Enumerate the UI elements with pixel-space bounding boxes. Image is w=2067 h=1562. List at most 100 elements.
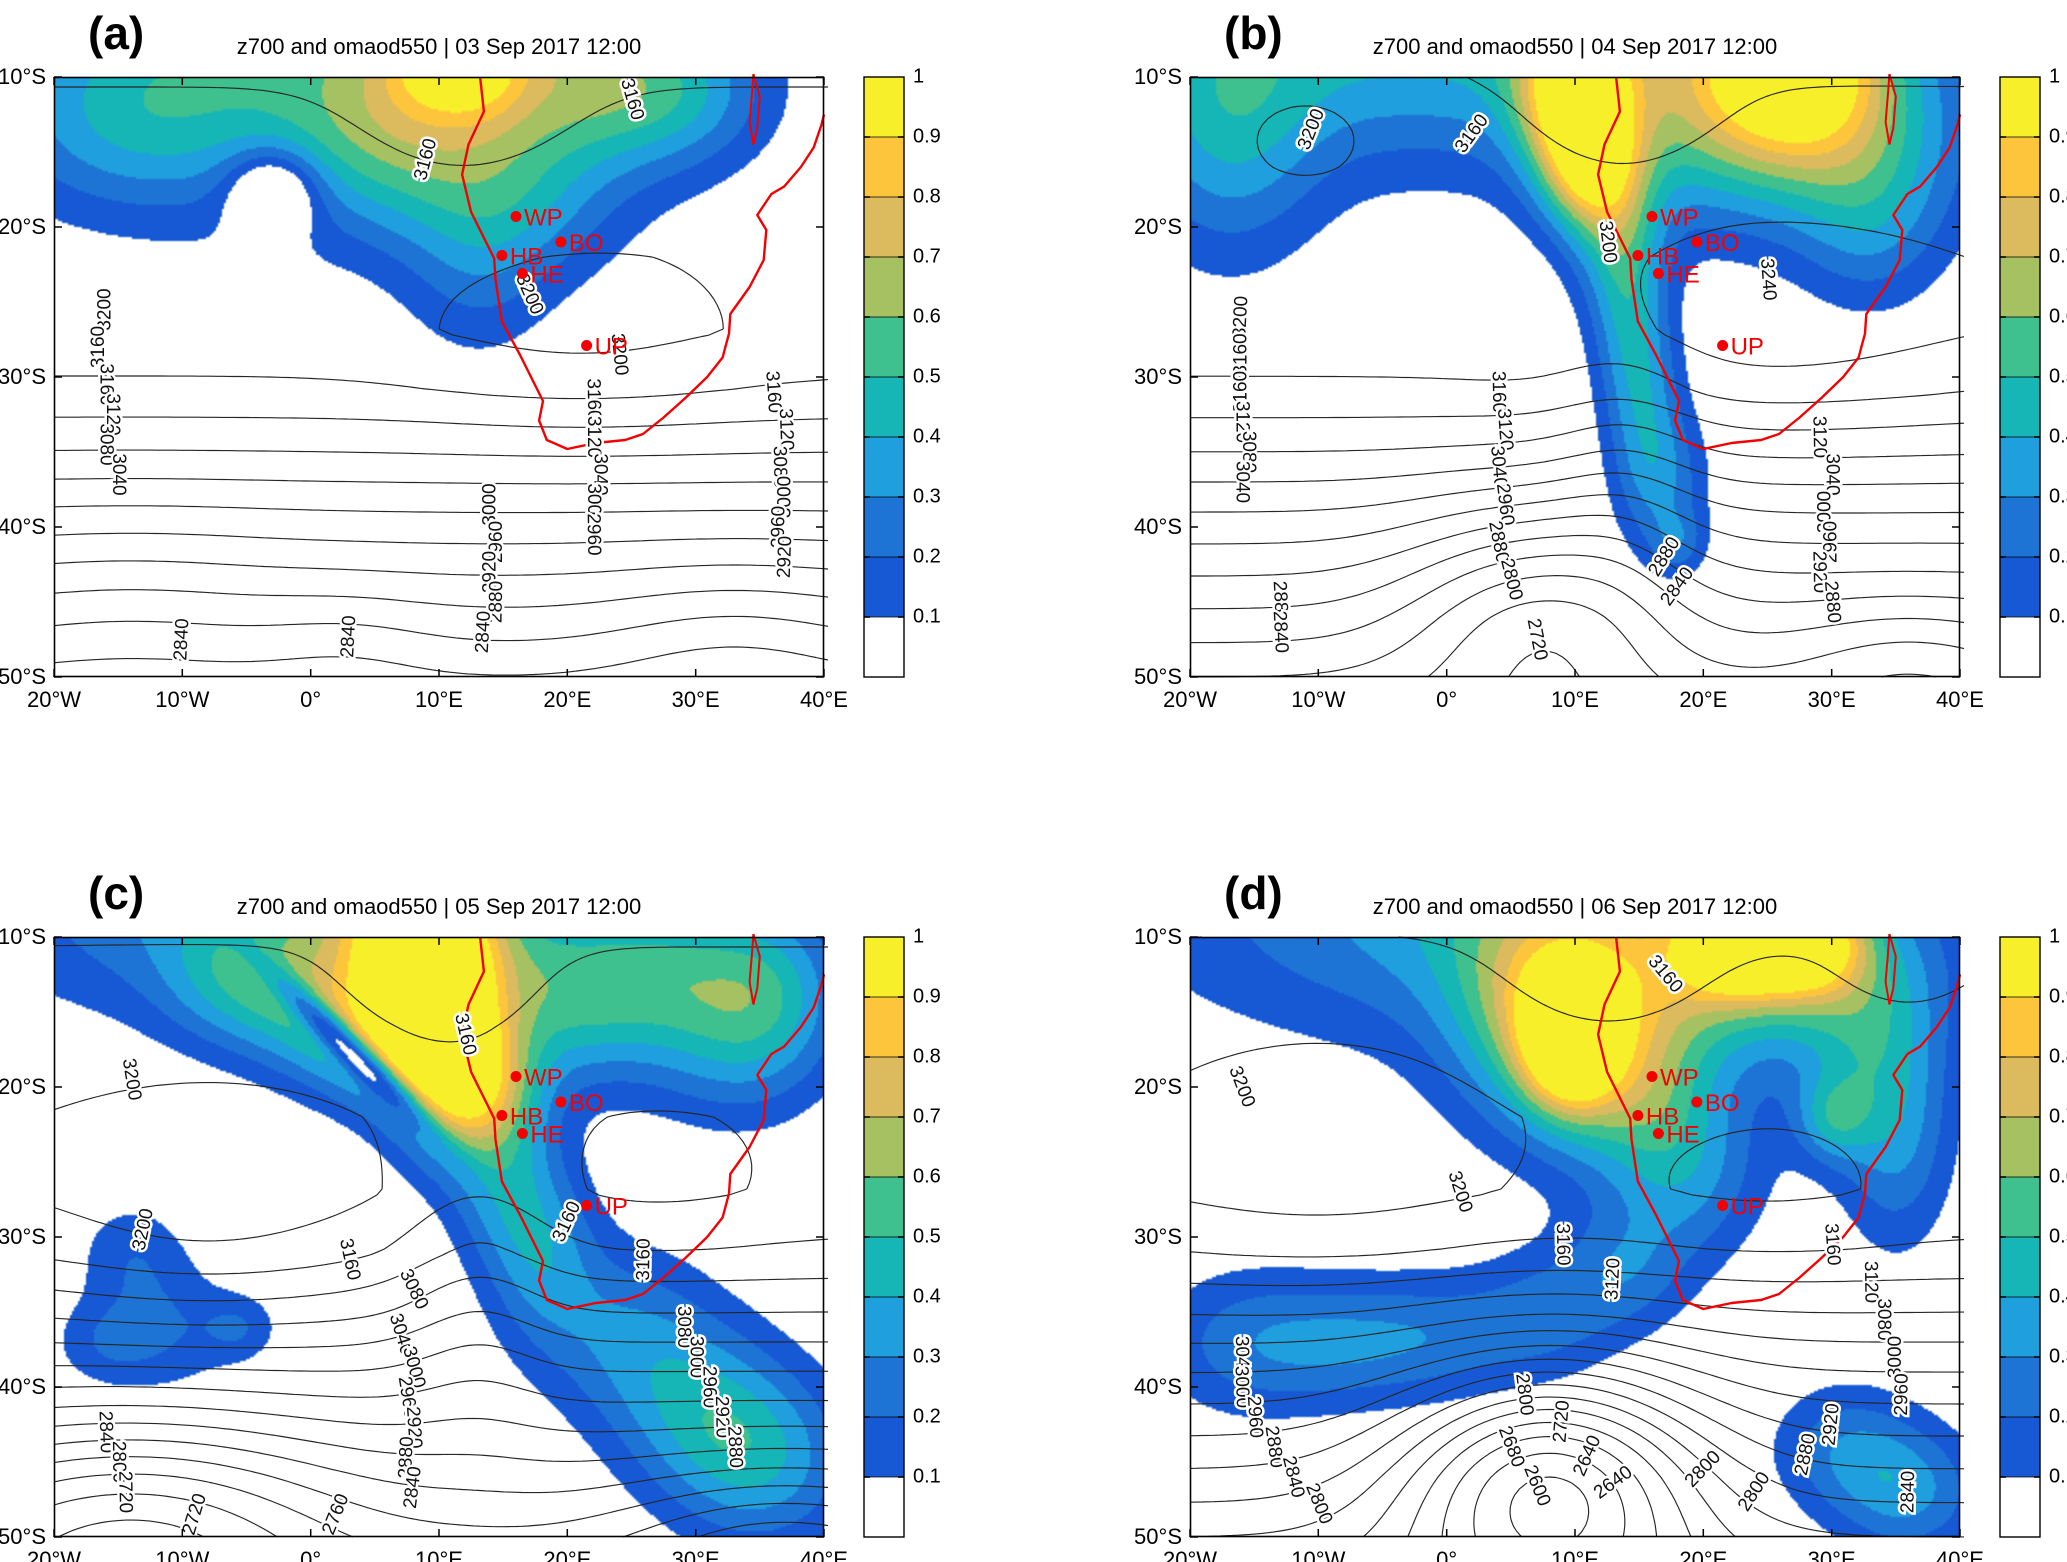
z700-contour-label: 3120 bbox=[1860, 1261, 1882, 1304]
station-label-WP: WP bbox=[1660, 1065, 1699, 1092]
y-tick-label-a: 50°S bbox=[0, 664, 46, 689]
z700-contour-2760 bbox=[1427, 600, 1936, 678]
z700-contour-label: 2920 bbox=[774, 535, 796, 578]
z700-contour-label: 2880 bbox=[485, 581, 507, 624]
z700-contour-label: 3160 bbox=[1820, 1223, 1844, 1267]
x-tick-label-c: 20°W bbox=[26, 1547, 82, 1562]
x-tick-label-d: 20°E bbox=[1679, 1547, 1728, 1562]
z700-contour-label: 2920 bbox=[711, 1396, 733, 1439]
z700-contour-3000 bbox=[1190, 1330, 1964, 1374]
colorbar-tick-label-a: 0.9 bbox=[913, 125, 941, 148]
colorbar-band bbox=[2000, 1237, 2040, 1297]
station-dot-HE bbox=[516, 1128, 528, 1139]
z700-contour-label: 2720 bbox=[179, 1491, 211, 1538]
station-label-UP: UP bbox=[1731, 1194, 1764, 1221]
colorbar-band bbox=[2000, 997, 2040, 1057]
z700-contour-label: 3200 bbox=[94, 288, 115, 330]
colorbar-tick-label-a: 0.7 bbox=[913, 245, 941, 268]
z700-contour-label: 3200 bbox=[1229, 295, 1252, 338]
z700-contours-c bbox=[53, 944, 829, 1538]
station-dot-HB bbox=[1632, 250, 1644, 261]
colorbar-tick-label-b: 0.2 bbox=[2049, 545, 2067, 568]
axis-ticks-c bbox=[53, 936, 825, 1538]
colorbar-frame bbox=[1999, 76, 2041, 678]
z700-contour-label: 2920 bbox=[1819, 1402, 1844, 1446]
z700-contour-label: 3040 bbox=[589, 453, 610, 495]
z700-contour-3040 bbox=[1190, 449, 1965, 486]
aod-field-canvas-d bbox=[1190, 937, 1960, 1537]
colorbar-band bbox=[2000, 257, 2040, 317]
colorbar-tick-label-d: 0.1 bbox=[2049, 1465, 2067, 1488]
z700-contour-3080 bbox=[1190, 424, 1965, 459]
colorbar-tick-label-d: 0.4 bbox=[2049, 1285, 2067, 1308]
z700-contour-2920 bbox=[53, 560, 828, 576]
z700-contour-2880 bbox=[1189, 1371, 1965, 1470]
station-dot-UP bbox=[581, 1200, 593, 1211]
panel-a-title: z700 and omaod550 | 03 Sep 2017 12:00 bbox=[236, 34, 642, 59]
z700-contour-label: 3160 bbox=[1451, 110, 1493, 157]
aod-field-canvas-c bbox=[54, 937, 824, 1537]
panel-c-title: z700 and omaod550 | 05 Sep 2017 12:00 bbox=[236, 894, 642, 919]
colorbar-band bbox=[2000, 77, 2040, 137]
colorbar-tick-label-c: 0.1 bbox=[913, 1465, 941, 1488]
station-dot-BO bbox=[1691, 236, 1703, 248]
station-label-HE: HE bbox=[1666, 1122, 1699, 1149]
colorbar-band bbox=[2000, 437, 2040, 497]
colorbar-tick-label-c: 0.7 bbox=[913, 1105, 941, 1128]
colorbar-band bbox=[2000, 1417, 2040, 1477]
x-tick-label-d: 20°W bbox=[1162, 1547, 1218, 1562]
z700-contour-3080 bbox=[54, 449, 829, 457]
z700-contour-3160 bbox=[53, 944, 829, 1275]
colorbar-tick-label-c: 0.3 bbox=[913, 1345, 941, 1368]
z700-contour-label: 3080 bbox=[673, 1306, 694, 1348]
colorbar-frame bbox=[863, 936, 905, 1538]
station-label-BO: BO bbox=[1705, 230, 1740, 257]
z700-contour-labels-d: 3200320031603120304030002960288028402800… bbox=[1222, 949, 1922, 1530]
colorbar-band bbox=[864, 617, 904, 677]
x-tick-label-a: 30°E bbox=[671, 687, 720, 712]
colorbar-tick-label-b: 0.6 bbox=[2049, 305, 2067, 328]
colorbar-tick-label-a: 0.3 bbox=[913, 485, 941, 508]
z700-contour-label: 2600 bbox=[1519, 1462, 1554, 1509]
station-label-HE: HE bbox=[530, 1122, 563, 1149]
y-tick-label-a: 10°S bbox=[0, 64, 46, 89]
station-label-HB: HB bbox=[1646, 244, 1679, 271]
y-tick-label-c: 50°S bbox=[0, 1524, 46, 1549]
panel-b-letter: (b) bbox=[1224, 7, 1283, 59]
z700-contour-label: 3160 bbox=[633, 1238, 655, 1281]
z700-contour-3080 bbox=[1189, 1293, 1964, 1316]
colorbar-band bbox=[864, 377, 904, 437]
colorbar-tick-label-b: 0.9 bbox=[2049, 125, 2067, 148]
z700-contour-label: 3080 bbox=[769, 446, 791, 489]
z700-contour-2760 bbox=[1362, 1408, 1736, 1538]
coastline-southern-africa bbox=[1596, 936, 1962, 1311]
z700-contour-label: 3200 bbox=[1224, 1063, 1259, 1110]
x-tick-label-d: 30°E bbox=[1807, 1547, 1856, 1562]
z700-contour-label: 3160 bbox=[95, 363, 116, 405]
z700-contour-label: 3160 bbox=[1230, 333, 1251, 375]
x-tick-label-c: 20°E bbox=[543, 1547, 592, 1562]
z700-contour-label: 2960 bbox=[486, 521, 507, 563]
x-tick-label-a: 20°E bbox=[543, 687, 592, 712]
z700-contour-2600 bbox=[1509, 1476, 1590, 1538]
station-dot-BO bbox=[1691, 1096, 1703, 1108]
station-label-WP: WP bbox=[524, 205, 563, 232]
station-dot-BO bbox=[555, 236, 567, 248]
colorbar-frame bbox=[1999, 936, 2041, 1538]
z700-contour-label: 3080 bbox=[1873, 1298, 1894, 1340]
x-tick-label-d: 40°E bbox=[1936, 1547, 1984, 1562]
x-tick-label-b: 30°E bbox=[1807, 687, 1856, 712]
colorbar-a bbox=[863, 76, 905, 678]
colorbar-tick-label-b: 0.5 bbox=[2049, 365, 2067, 388]
x-tick-label-a: 10°W bbox=[155, 687, 210, 712]
station-dot-HE bbox=[516, 268, 528, 279]
colorbar-tick-label-c: 0.8 bbox=[913, 1045, 941, 1068]
z700-contour-label: 3040 bbox=[1822, 453, 1843, 495]
z700-contour-label: 2720 bbox=[1549, 1399, 1574, 1443]
coastline-southern-africa bbox=[460, 76, 826, 451]
z700-contour-label: 3000 bbox=[1885, 1336, 1906, 1378]
z700-contour-label: 2840 bbox=[170, 618, 193, 661]
colorbar-band bbox=[2000, 1357, 2040, 1417]
z700-contours-a bbox=[53, 86, 829, 676]
